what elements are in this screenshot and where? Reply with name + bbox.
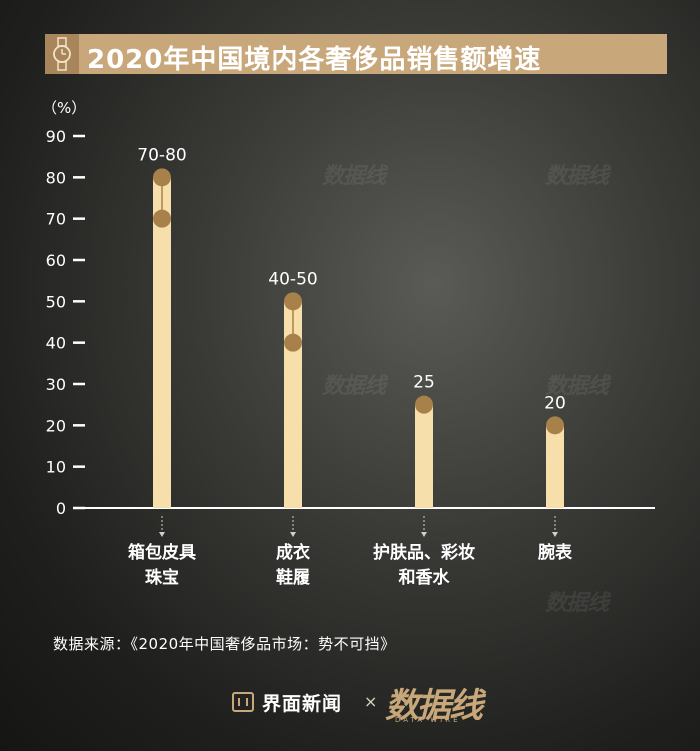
watermark: 数据线 [322,374,386,399]
y-tick-label: 40 [46,334,66,353]
data-label: 20 [544,393,566,413]
source-note: 数据来源：《2020年中国奢侈品市场：势不可挡》 [53,635,396,653]
y-tick-label: 70 [46,210,66,229]
category-label: 鞋履 [276,567,310,588]
category-label: 珠宝 [145,567,179,588]
jiemian-brand: 界面新闻 [262,692,343,715]
watermark: 数据线 [545,164,609,189]
data-label: 70-80 [137,145,186,165]
y-tick-label: 0 [56,499,66,518]
y-axis-label: （%） [42,99,86,117]
category-arrow [159,532,165,537]
category-label: 成衣 [276,542,310,563]
data-label: 25 [413,373,435,393]
watermark: 数据线 [545,374,609,399]
range-low-marker [153,209,171,228]
range-low-marker [284,333,302,352]
y-tick-label: 60 [46,251,66,270]
bar [546,425,564,508]
category-label: 护肤品、彩妆 [373,542,475,563]
datawire-logo: 数据线 [385,686,483,726]
data-label: 40-50 [268,269,317,289]
category-label: 和香水 [399,567,451,588]
range-high-marker [153,168,171,187]
y-tick-label: 10 [46,458,66,477]
y-tick-label: 50 [46,292,66,311]
y-tick-label: 90 [46,127,66,146]
category-label: 腕表 [538,542,573,563]
jiemian-logo: 界面新闻 [232,690,343,715]
y-tick-label: 80 [46,168,66,187]
watermark: 数据线 [545,591,609,616]
title-banner: 2020年中国境内各奢侈品销售额增速 [45,34,667,75]
bar [153,177,171,509]
watermark: 数据线 [322,164,386,189]
range-high-marker [546,416,564,435]
watch-icon [45,34,79,74]
bar [415,404,433,508]
category-label: 箱包皮具 [128,542,196,563]
y-tick-label: 20 [46,416,66,435]
category-arrow [290,532,296,537]
category-arrow [421,532,427,537]
collab-separator: × [364,692,378,711]
bar [284,301,302,508]
y-tick-label: 30 [46,375,66,394]
page-title: 2020年中国境内各奢侈品销售额增速 [87,45,542,75]
range-high-marker [415,395,433,414]
category-arrow [552,532,558,537]
range-high-marker [284,292,302,311]
jiemian-icon [232,692,254,712]
datawire-logo-sub: DATA WIRE [395,716,461,724]
